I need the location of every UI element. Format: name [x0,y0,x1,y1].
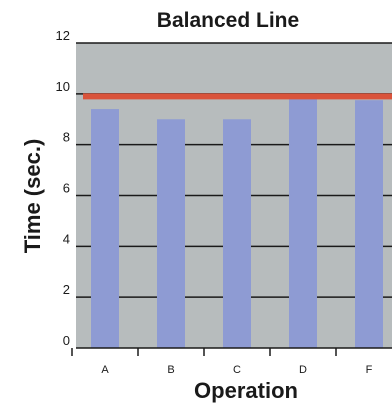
y-tick-label-10: 10 [56,79,70,94]
chart-title: Balanced Line [157,9,299,32]
bar-b [157,119,185,348]
bar-c [223,119,251,348]
x-tick-label-a: A [101,364,109,376]
y-axis-label: Time (sec.) [20,139,45,254]
y-tick-label-12: 12 [56,28,70,43]
y-tick-label-8: 8 [63,130,70,145]
x-tick-label-f: F [366,364,373,376]
y-tick-label-6: 6 [63,181,70,196]
x-tick-label-d: D [299,364,307,376]
y-tick-labels: 0 2 4 6 8 10 12 [56,28,70,348]
bars [91,98,383,349]
bar-f [355,100,383,348]
x-tick-label-c: C [233,364,241,376]
y-tick-label-2: 2 [63,282,70,297]
x-axis-label: Operation [194,378,298,403]
y-tick-label-4: 4 [63,231,70,246]
bar-d [289,98,317,349]
y-tick-label-0: 0 [63,333,70,348]
x-tick-label-b: B [167,364,174,376]
bar-a [91,109,119,348]
